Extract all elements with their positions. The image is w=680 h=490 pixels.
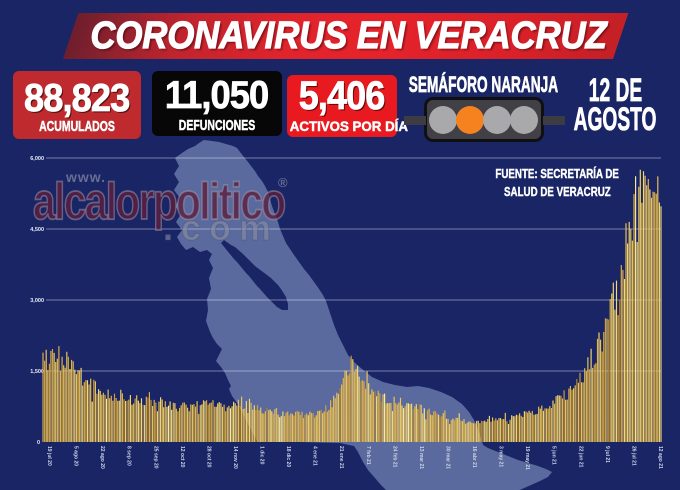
svg-text:9 jul 21: 9 jul 21	[604, 446, 610, 463]
svg-text:1,500: 1,500	[30, 369, 44, 375]
svg-text:25 sep 20: 25 sep 20	[152, 446, 158, 469]
svg-text:19 jul 20: 19 jul 20	[46, 446, 52, 466]
svg-text:5 jun 21: 5 jun 21	[551, 446, 557, 465]
svg-text:18 dic 20: 18 dic 20	[285, 446, 291, 467]
svg-text:5 ago 20: 5 ago 20	[73, 446, 79, 466]
svg-text:28 oct 20: 28 oct 20	[205, 446, 211, 468]
svg-text:19 may 21: 19 may 21	[524, 446, 530, 470]
svg-text:30 mar 21: 30 mar 21	[445, 446, 451, 469]
svg-text:24 feb 21: 24 feb 21	[391, 446, 397, 468]
svg-text:16 abr 21: 16 abr 21	[471, 446, 477, 468]
svg-text:3 may 21: 3 may 21	[498, 446, 504, 467]
svg-text:12 ago 21: 12 ago 21	[657, 446, 663, 469]
svg-text:4 ene 21: 4 ene 21	[312, 446, 318, 466]
svg-text:13 mar 21: 13 mar 21	[418, 446, 424, 469]
svg-text:6,000: 6,000	[30, 156, 44, 162]
svg-text:14 nov 20: 14 nov 20	[232, 446, 238, 469]
svg-text:1 dic 20: 1 dic 20	[259, 446, 265, 465]
svg-text:21 ene 21: 21 ene 21	[338, 446, 344, 469]
svg-text:26 jul 21: 26 jul 21	[630, 446, 636, 466]
svg-text:0: 0	[37, 440, 40, 446]
svg-text:22 jun 21: 22 jun 21	[577, 446, 583, 468]
svg-text:22 ago 20: 22 ago 20	[99, 446, 105, 469]
svg-text:7 feb 21: 7 feb 21	[365, 446, 371, 465]
svg-text:8 sep 20: 8 sep 20	[126, 446, 132, 466]
svg-text:4,500: 4,500	[30, 227, 44, 233]
svg-text:12 oct 20: 12 oct 20	[179, 446, 185, 468]
svg-text:3,000: 3,000	[30, 298, 44, 304]
